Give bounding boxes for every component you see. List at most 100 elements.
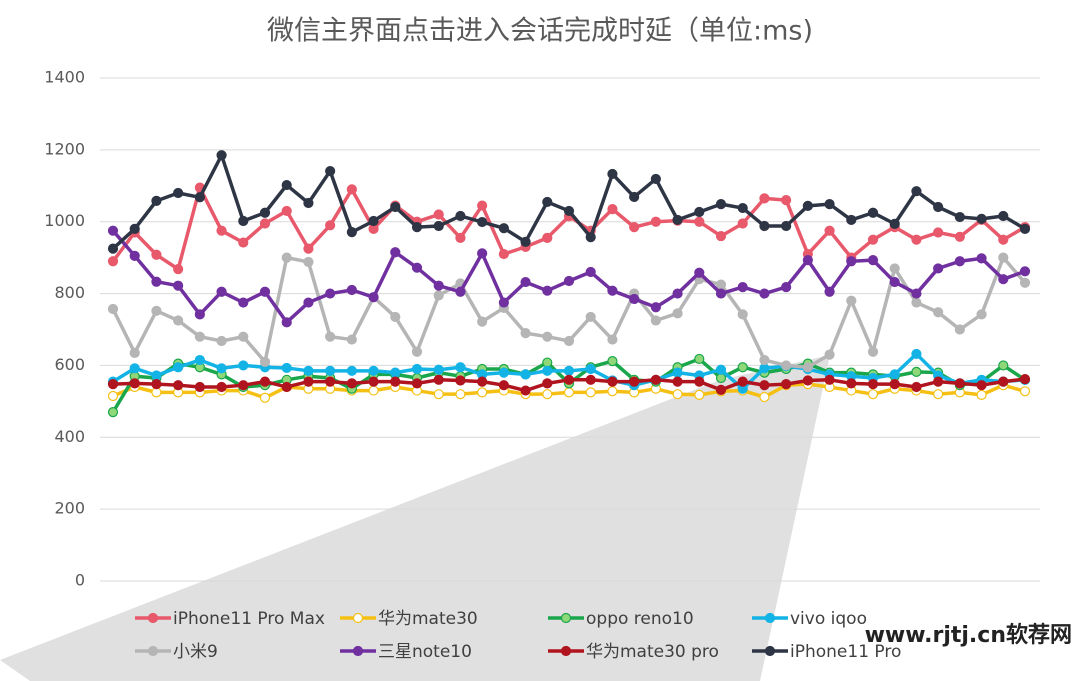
data-point <box>672 288 683 299</box>
data-point <box>498 248 509 260</box>
data-point <box>216 225 227 236</box>
data-point <box>303 243 314 254</box>
data-point <box>303 297 314 308</box>
data-point <box>259 392 271 403</box>
data-point <box>346 227 357 238</box>
data-point <box>455 362 466 373</box>
data-point <box>498 223 509 234</box>
data-point <box>737 362 748 373</box>
data-point <box>672 214 683 226</box>
data-point <box>694 376 705 387</box>
data-point <box>694 389 705 400</box>
data-point <box>867 389 879 400</box>
data-point <box>824 225 835 236</box>
y-tick-label: 200 <box>54 499 85 518</box>
data-point <box>650 302 661 313</box>
data-point <box>672 389 683 400</box>
data-point <box>715 199 727 210</box>
data-point <box>759 363 770 374</box>
legend-marker <box>764 645 776 657</box>
data-point <box>520 385 531 396</box>
data-point <box>954 231 965 242</box>
data-point <box>455 232 466 243</box>
series-line <box>111 185 1026 271</box>
data-point <box>303 376 314 387</box>
data-point <box>129 223 140 234</box>
data-point <box>107 407 119 418</box>
data-point <box>107 225 119 236</box>
data-point <box>976 213 987 224</box>
data-point <box>650 315 661 326</box>
data-point <box>802 255 813 266</box>
data-point <box>455 389 466 400</box>
data-point <box>325 365 336 376</box>
data-point <box>802 200 813 212</box>
data-point <box>455 375 466 386</box>
data-point <box>259 376 271 387</box>
data-point <box>455 286 466 297</box>
legend-label: vivo iqoo <box>790 609 867 629</box>
data-point <box>933 389 944 400</box>
data-point <box>216 286 227 297</box>
legend-label: oppo reno10 <box>586 609 694 629</box>
data-point <box>107 243 119 254</box>
data-point <box>259 218 271 229</box>
data-point <box>477 316 488 327</box>
data-point <box>390 247 401 258</box>
data-point <box>325 288 336 299</box>
data-point <box>368 365 379 376</box>
data-point <box>607 285 618 296</box>
data-point <box>259 207 271 218</box>
data-point <box>737 282 748 293</box>
data-point <box>520 327 531 339</box>
data-point <box>867 346 879 357</box>
data-point <box>477 200 488 211</box>
data-point <box>151 195 162 206</box>
data-point <box>629 191 640 203</box>
data-point <box>563 365 575 376</box>
data-point <box>346 284 357 296</box>
data-point <box>281 205 292 217</box>
data-point <box>238 237 249 248</box>
data-point <box>976 253 987 264</box>
data-point <box>477 216 488 228</box>
data-point <box>715 364 727 375</box>
data-point <box>259 286 271 297</box>
data-point <box>368 292 379 303</box>
data-point <box>933 263 944 274</box>
shadow-decoration <box>0 355 830 681</box>
data-point <box>368 215 379 227</box>
data-point <box>802 362 813 373</box>
data-point <box>629 222 640 233</box>
data-point <box>281 381 292 393</box>
data-point <box>998 376 1009 387</box>
data-point <box>346 365 357 376</box>
data-point <box>542 389 553 400</box>
data-point <box>325 220 336 231</box>
y-tick-label: 800 <box>54 283 85 302</box>
legend-marker <box>352 645 364 657</box>
data-point <box>998 360 1009 371</box>
data-point <box>303 365 314 376</box>
data-point <box>824 374 835 385</box>
data-point <box>216 150 227 161</box>
data-point <box>607 356 618 367</box>
data-point <box>846 214 857 226</box>
data-point <box>433 290 444 301</box>
data-point <box>954 378 965 389</box>
data-point <box>867 234 879 245</box>
data-point <box>976 309 987 320</box>
legend-marker <box>764 612 776 624</box>
data-point <box>998 274 1009 285</box>
data-point <box>933 201 944 213</box>
data-point <box>889 276 900 288</box>
data-point <box>194 309 205 320</box>
data-point <box>542 378 553 389</box>
legend-marker <box>560 645 572 657</box>
data-point <box>781 360 792 371</box>
data-point <box>715 288 727 299</box>
data-point <box>737 202 748 214</box>
data-point <box>129 250 140 261</box>
data-point <box>672 376 683 387</box>
data-point <box>911 366 922 377</box>
